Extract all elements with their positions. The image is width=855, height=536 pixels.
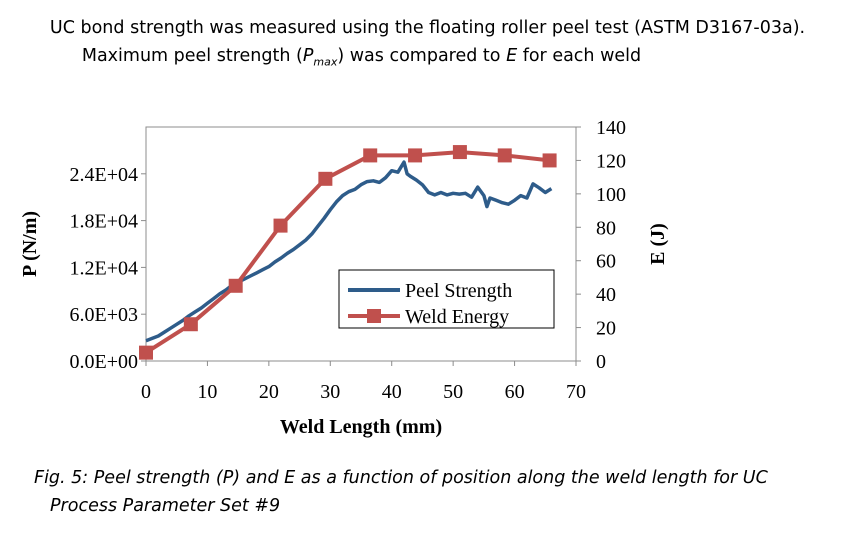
x-axis-ticks: 0 10 20 30 40 50 60 70 xyxy=(141,361,586,403)
weld-energy-point xyxy=(139,345,153,360)
e-symbol: E xyxy=(506,46,518,66)
y-axis-ticks: 0.0E+00 6.0E+03 1.2E+04 1.8E+04 2.4E+04 xyxy=(70,164,146,373)
y-tick-label: 1.8E+04 xyxy=(70,211,139,233)
weld-energy-line xyxy=(144,150,550,355)
weld-energy-point xyxy=(452,145,467,160)
y2-tick-label: 0 xyxy=(596,351,606,373)
intro-line-2-mid: ) was compared to xyxy=(337,46,507,66)
x-tick-label: 0 xyxy=(141,381,151,403)
y-tick-label: 1.2E+04 xyxy=(70,257,139,279)
series-group xyxy=(139,145,557,360)
intro-line-2-post: for each weld xyxy=(517,46,642,66)
x-tick-label: 40 xyxy=(382,381,402,403)
x-tick-label: 70 xyxy=(566,381,586,403)
peel-strength-line xyxy=(145,160,553,343)
y-tick-label: 2.4E+04 xyxy=(70,164,139,186)
y2-tick-label: 40 xyxy=(596,284,616,306)
legend: Peel Strength Weld Energy xyxy=(338,269,555,329)
legend-energy-label: Weld Energy xyxy=(405,306,509,328)
x-tick-label: 60 xyxy=(505,381,525,403)
y2-tick-label: 100 xyxy=(596,184,626,206)
y2-axis-ticks: 0 20 40 60 80 100 120 140 xyxy=(576,117,626,373)
weld-energy-point xyxy=(408,148,423,163)
y2-tick-label: 140 xyxy=(596,117,626,139)
intro-line-2-pre: Maximum peel strength ( xyxy=(81,46,303,66)
intro-line-1: UC bond strength was measured using the … xyxy=(49,18,806,38)
x-tick-label: 20 xyxy=(259,381,279,403)
y2-tick-label: 120 xyxy=(596,150,626,172)
x-tick-label: 10 xyxy=(197,381,217,403)
pmax-symbol: P xyxy=(302,46,314,66)
x-axis-label: Weld Length (mm) xyxy=(280,416,442,438)
y2-axis-label: E (J) xyxy=(647,223,669,265)
weld-energy-point xyxy=(273,218,288,233)
plot-area xyxy=(145,126,577,362)
legend-energy-marker xyxy=(367,309,381,323)
caption-line-2: Process Parameter Set #9 xyxy=(50,496,281,516)
weld-energy-point xyxy=(497,148,512,163)
weld-energy-point xyxy=(318,171,333,186)
weld-energy-point xyxy=(228,278,243,293)
intro-line-2: Maximum peel strength (Pmax) was compare… xyxy=(0,46,789,69)
y-tick-label: 0.0E+00 xyxy=(70,351,139,373)
x-tick-label: 30 xyxy=(320,381,340,403)
y2-tick-label: 20 xyxy=(596,318,616,340)
pmax-subscript: max xyxy=(313,55,338,69)
y-axis-label: P (N/m) xyxy=(19,211,41,277)
x-tick-label: 50 xyxy=(443,381,463,403)
weld-energy-point xyxy=(363,148,378,163)
y2-tick-label: 60 xyxy=(596,251,616,273)
legend-peel-label: Peel Strength xyxy=(405,280,512,302)
weld-energy-point xyxy=(542,153,557,168)
weld-energy-point xyxy=(183,317,198,332)
y2-tick-label: 80 xyxy=(596,217,616,239)
caption-line-1: Fig. 5: Peel strength (P) and E as a fun… xyxy=(34,468,768,488)
y-tick-label: 6.0E+03 xyxy=(70,304,139,326)
